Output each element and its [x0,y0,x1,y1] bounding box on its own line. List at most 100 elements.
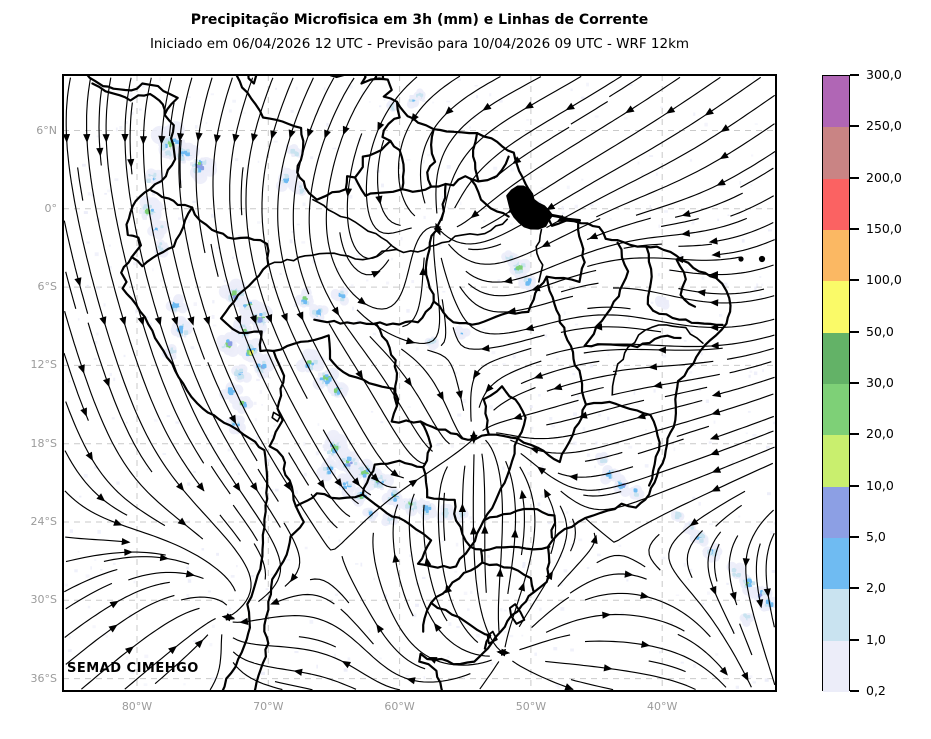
streamlines [63,75,776,691]
river-line [267,218,509,266]
border-line [481,545,551,552]
colorbar-tick-label: 50,0 [866,323,894,339]
precip-clusters [138,88,776,627]
border-line [545,275,582,379]
border-line [469,177,510,218]
colorbar-tick-label: 2,0 [866,580,886,596]
colorbar-tick-label: 0,2 [866,683,886,698]
colorbar-tick [850,330,859,333]
border-line [313,300,435,326]
lagoa-dos-patos [508,603,526,625]
amazon-mouth-blob [506,185,553,230]
border-line [272,334,433,499]
colorbar-segment [823,537,849,590]
border-line [422,601,492,650]
map-layers [63,75,776,691]
streamline-arrows [63,101,771,691]
border-line [482,385,527,440]
border-line [191,206,270,266]
light-precip-speckle [64,75,776,691]
colorbar-tick [850,279,859,282]
colorbar-tick [850,690,859,692]
border-line [419,403,588,464]
border-line [253,505,305,691]
border-line [150,189,194,209]
coastline [85,75,269,691]
colorbar-tick [850,587,859,590]
border-line [527,222,586,313]
colorbar-tick [850,433,859,436]
colorbar-tick [850,74,859,76]
colorbar-segment [823,281,849,333]
colorbar-tick-label: 100,0 [866,272,902,288]
lake-titicaca [271,411,281,423]
y-tick-label: 6°S [37,280,57,294]
border-line [651,309,724,326]
y-tick-label: 12°S [30,358,57,372]
border-line [430,545,484,604]
colorbar-tick-label: 250,0 [866,118,902,134]
island-dot [758,255,766,263]
colorbar-tick-label: 30,0 [866,375,894,390]
colorbar-tick-label: 1,0 [866,631,886,647]
map-frame [62,74,777,692]
border-line [353,176,404,197]
colorbar-segment [823,383,849,436]
para-coast-thick [550,213,581,222]
colorbar-tick [850,536,859,538]
y-tick-label: 24°S [30,515,57,528]
island-dot [738,256,744,262]
x-tick-label: 60°W [384,700,415,713]
colorbar-tick-label: 5,0 [866,529,886,544]
colorbar-segment [823,589,849,641]
colorbar-tick-label: 150,0 [866,221,902,236]
border-line [268,445,297,508]
colorbar-tick-label: 300,0 [866,67,902,82]
y-tick-label: 6°N [36,123,57,137]
colorbar-segment [823,229,849,282]
colorbar-segment [823,640,849,692]
border-line [219,263,275,353]
river-line [312,198,398,251]
colorbar-segment [823,435,849,487]
border-line [424,182,447,303]
x-tick-label: 70°W [253,700,284,713]
colorbar-tick [850,382,859,384]
x-tick-label: 40°W [647,700,678,713]
page-subtitle: Iniciado em 06/04/2026 12 UTC - Previsão… [149,36,690,52]
coastline [91,82,166,116]
colorbar-tick-label: 20,0 [866,426,894,442]
border-line [268,349,286,448]
border-line [469,437,519,548]
colorbar-tick [850,638,859,641]
y-tick-label: 18°S [30,436,57,450]
y-tick-label: 0° [44,201,58,215]
x-tick-label: 50°W [515,700,547,713]
watermark-label: SEMAD CIMEHGO [67,661,199,676]
page-title: Precipitação Microfisica em 3h (mm) e Li… [190,12,649,28]
y-tick-label: 30°S [30,593,57,607]
colorbar-segment [823,486,849,538]
colorbar-tick [850,228,859,230]
colorbar-segment [823,127,849,179]
colorbar-tick-label: 10,0 [866,477,894,493]
border-line [294,492,364,508]
border-line [302,139,510,201]
border-line [583,241,630,347]
colorbar-tick [850,125,859,128]
border-line [381,100,401,142]
border-line [482,507,557,539]
border-line [645,245,655,312]
precip-colorbar [822,75,850,692]
river-line [611,324,704,395]
river-line [535,228,544,283]
colorbar-segment [823,332,849,384]
colorbar-tick-label: 200,0 [866,169,902,185]
y-tick-label: 36°S [30,671,57,685]
colorbar-tick [850,176,859,179]
colorbar-tick [850,484,859,487]
border-line [481,561,535,593]
